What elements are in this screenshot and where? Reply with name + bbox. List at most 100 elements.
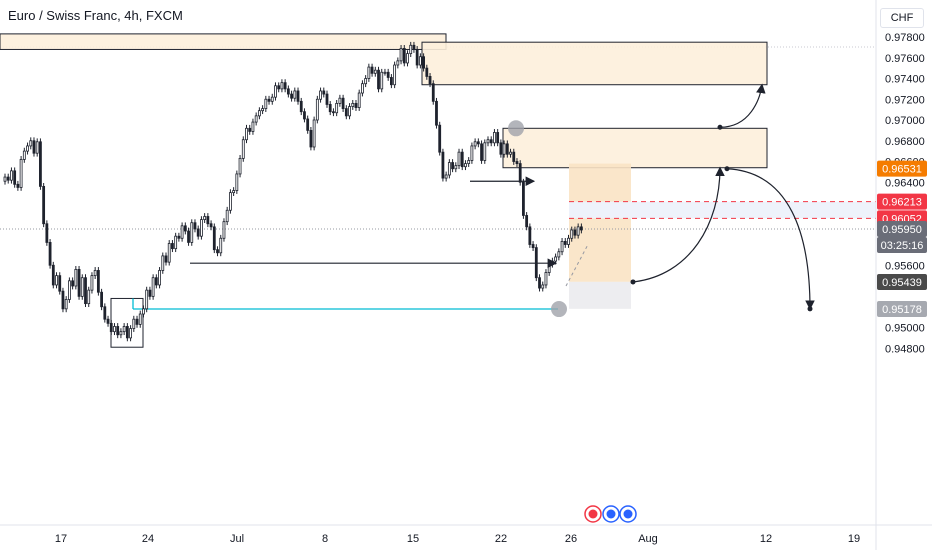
- price-label: 0.95950: [882, 224, 922, 236]
- candle-body: [158, 270, 161, 286]
- line-layer: [0, 201, 876, 310]
- candle-body: [51, 264, 55, 286]
- candle-body: [293, 90, 297, 99]
- swing-high-marker: [508, 120, 524, 137]
- candle-body: [135, 318, 139, 325]
- currency-button[interactable]: CHF: [880, 8, 924, 28]
- y-tick-label: 0.97200: [885, 94, 925, 106]
- candle-body: [493, 132, 496, 144]
- candle-body: [19, 159, 23, 188]
- price-label: 0.96213: [882, 197, 922, 209]
- y-tick-label: 0.96800: [885, 136, 925, 148]
- candle-body: [415, 49, 419, 66]
- candle-body: [344, 108, 348, 117]
- candle-body: [10, 170, 13, 181]
- y-tick-label: 0.95000: [885, 323, 925, 335]
- candle-body: [502, 143, 506, 155]
- candle-body: [357, 92, 361, 108]
- candle-body: [32, 140, 36, 154]
- anchor-dot: [807, 306, 813, 312]
- candle-body: [467, 160, 471, 164]
- candle-body: [84, 277, 87, 305]
- candle-body: [232, 190, 236, 194]
- anchor-dot: [630, 279, 636, 285]
- anchor-dot: [717, 124, 723, 130]
- candle-body: [409, 44, 413, 54]
- x-tick-label: 8: [322, 533, 328, 545]
- candle-body: [225, 209, 229, 223]
- candle-body: [6, 176, 10, 181]
- candle-body: [480, 143, 483, 161]
- y-tick-label: 0.97000: [885, 115, 925, 127]
- candle-body: [309, 129, 313, 148]
- projection-arrow-down: [726, 168, 815, 311]
- y-tick-label: 0.97800: [885, 32, 925, 44]
- candle-body: [338, 97, 342, 104]
- candle-body: [447, 162, 451, 176]
- candle-body: [412, 44, 416, 50]
- candle-body: [35, 141, 39, 154]
- candle-body: [348, 106, 351, 117]
- candle-body: [154, 277, 158, 286]
- candle-body: [48, 242, 52, 266]
- candle-body: [370, 66, 374, 74]
- candle-body: [200, 219, 203, 237]
- candle-body: [512, 151, 516, 162]
- candle-body: [464, 163, 467, 168]
- candle-body: [499, 142, 503, 155]
- candle-body: [219, 237, 223, 254]
- candle-body: [386, 71, 390, 78]
- candle-body: [206, 216, 210, 225]
- candle-body: [457, 151, 461, 167]
- price-label-bg: [877, 301, 927, 318]
- candle-body: [142, 308, 145, 315]
- candle-body: [428, 76, 432, 85]
- candle-body: [563, 240, 567, 245]
- candle-body: [341, 97, 345, 109]
- candle-body: [167, 243, 171, 263]
- candle-body: [235, 173, 239, 191]
- candle-body: [406, 53, 409, 64]
- candle-body: [489, 139, 493, 144]
- candle-body: [257, 110, 261, 117]
- candle-body: [132, 318, 136, 329]
- candle-body: [129, 328, 132, 339]
- candle-body: [444, 174, 448, 179]
- candle-body: [113, 326, 116, 333]
- event-icon: [588, 509, 598, 519]
- candle-body: [361, 83, 364, 94]
- candle-body: [93, 270, 97, 277]
- x-tick-label: Jul: [230, 533, 244, 545]
- candle-body: [541, 284, 545, 289]
- candle-body: [280, 82, 284, 90]
- candle-body: [544, 272, 548, 286]
- candle-body: [473, 141, 477, 147]
- candle-body: [312, 119, 316, 148]
- candle-body: [16, 183, 20, 188]
- price-label-bg: [877, 220, 927, 237]
- candle-body: [538, 277, 541, 289]
- candle-body: [241, 139, 245, 159]
- candle-body: [212, 226, 216, 251]
- zone-box: [569, 281, 631, 309]
- candle-body: [570, 229, 574, 239]
- candle-body: [299, 100, 303, 113]
- target-band: [569, 201, 876, 219]
- candle-body: [525, 215, 529, 228]
- candle-body: [68, 280, 71, 300]
- candle-body: [122, 326, 126, 333]
- candle-body: [509, 151, 512, 155]
- candle-body: [364, 78, 368, 85]
- candle-body: [80, 277, 84, 297]
- candle-body: [29, 140, 33, 147]
- candle-body: [187, 230, 190, 243]
- candle-body: [251, 121, 255, 132]
- candle-body: [238, 157, 242, 175]
- chart-title: Euro / Swiss Franc, 4h, FXCM: [8, 8, 183, 23]
- candle-body: [39, 141, 42, 187]
- candle-body: [180, 225, 184, 239]
- candle-body: [422, 56, 426, 69]
- candle-body: [77, 268, 81, 297]
